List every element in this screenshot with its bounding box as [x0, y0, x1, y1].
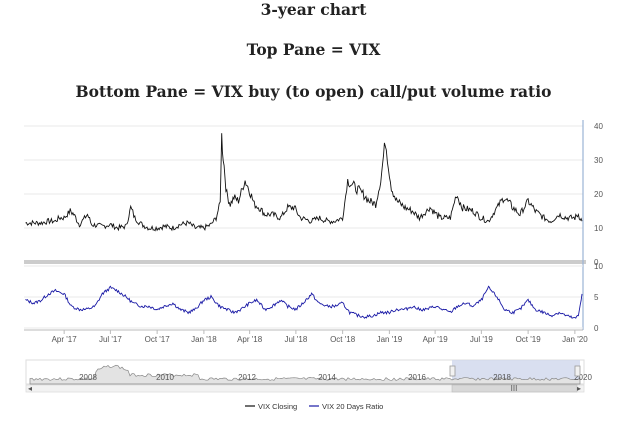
scroll-right-arrow[interactable]: ▸ [577, 384, 581, 393]
navigator-year-label: 2018 [493, 373, 511, 382]
top-y-tick-label: 40 [594, 122, 603, 131]
navigator-handle-right[interactable] [574, 365, 581, 377]
navigator-history [29, 364, 581, 385]
scrollbar-track[interactable] [25, 384, 585, 393]
navigator-year-label: 2012 [238, 373, 256, 382]
navigator-year-label: 2014 [318, 373, 336, 382]
chart-title-line-2: Top Pane = VIX [246, 40, 381, 59]
x-tick-label: Jan '18 [191, 335, 217, 344]
x-tick-label: Jul '18 [284, 335, 307, 344]
y-axis-ticks: 10 20 30 40 0 0 5 10 [594, 122, 603, 333]
x-tick-label: Oct '18 [330, 335, 356, 344]
navigator-handle-left[interactable] [449, 365, 456, 377]
x-tick-label: Oct '17 [145, 335, 171, 344]
bottom-y-tick-label: 5 [594, 293, 599, 302]
x-tick-label: Jan '19 [377, 335, 403, 344]
scrollbar-thumb[interactable] [451, 384, 578, 393]
navigator[interactable]: 2008 2010 2012 2014 2016 2018 2020 III ◂ ▸ [25, 359, 592, 393]
legend-label-vix-closing[interactable]: VIX Closing [258, 402, 297, 411]
x-tick-label: Apr '19 [423, 335, 449, 344]
top-y-tick-label: 30 [594, 156, 603, 165]
navigator-year-label: 2016 [408, 373, 426, 382]
x-tick-label: Jul '17 [99, 335, 122, 344]
x-tick-label: Apr '17 [52, 335, 78, 344]
x-tick-label: Jan '20 [562, 335, 588, 344]
navigator-year-label: 2010 [156, 373, 174, 382]
bottom-y-tick-label: 10 [594, 262, 603, 271]
chart-title-line-1: 3-year chart [260, 0, 367, 19]
vix-ratio-line [25, 285, 583, 319]
x-tick-label: Apr '18 [237, 335, 263, 344]
top-y-tick-label: 20 [594, 190, 603, 199]
bottom-y-tick-label: 0 [594, 324, 599, 333]
legend: VIX Closing VIX 20 Days Ratio [245, 402, 383, 411]
scrollbar-grip[interactable]: III [511, 384, 518, 393]
bottom-pane-grid [24, 265, 583, 329]
top-pane-grid [24, 120, 586, 330]
legend-label-vix-ratio[interactable]: VIX 20 Days Ratio [322, 402, 383, 411]
x-tick-label: Jul '19 [470, 335, 493, 344]
navigator-year-label: 2008 [79, 373, 97, 382]
top-y-tick-label: 10 [594, 224, 603, 233]
x-tick-label: Oct '19 [516, 335, 542, 344]
vix-closing-line [25, 133, 583, 232]
pane-divider[interactable] [24, 260, 586, 264]
chart-title-line-3: Bottom Pane = VIX buy (to open) call/put… [75, 82, 552, 101]
navigator-year-label: 2020 [574, 373, 592, 382]
series-layer [25, 133, 583, 319]
x-axis-ticks: Apr '17 Jul '17 Oct '17 Jan '18 Apr '18 Jul '… [24, 329, 588, 344]
top-y-tick-label: 0 [594, 258, 599, 267]
scroll-left-arrow[interactable]: ◂ [28, 384, 32, 393]
